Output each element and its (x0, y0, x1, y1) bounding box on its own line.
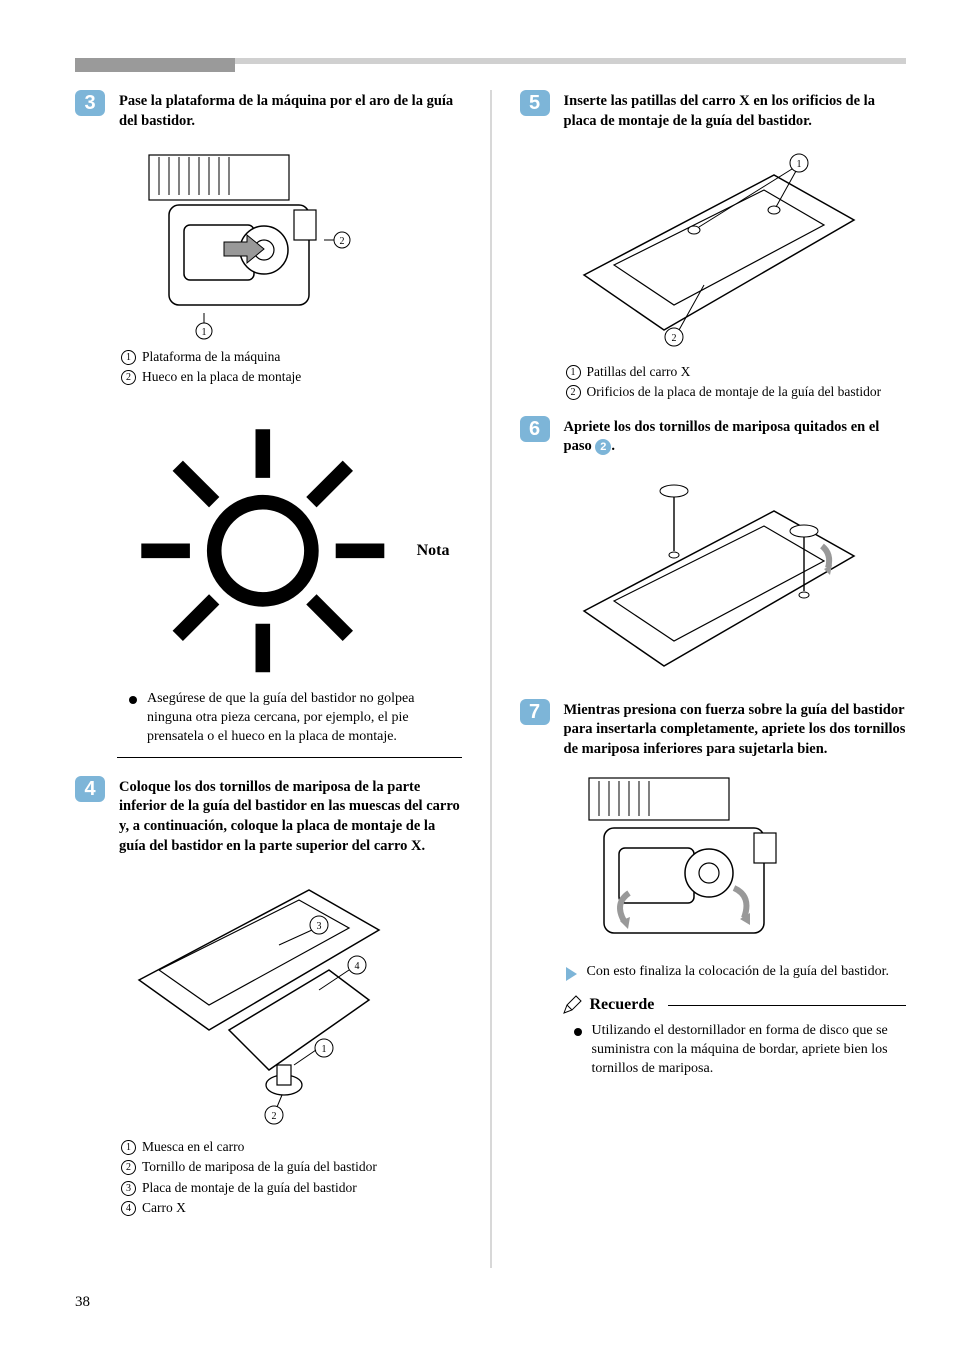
callout-num: 2 (121, 1160, 136, 1175)
callout-text: Carro X (142, 1199, 186, 1217)
bullet-icon (574, 1028, 582, 1036)
step7-result: Con esto finaliza la colocación de la gu… (566, 963, 907, 982)
callout-text: Orificios de la placa de montaje de la g… (587, 383, 882, 401)
step4-callouts: 1 Muesca en el carro 2 Tornillo de maripos… (121, 1138, 462, 1217)
triangle-icon (566, 967, 577, 981)
figure-step6 (574, 471, 864, 691)
remember-text: Utilizando el destornillador en forma de… (592, 1022, 907, 1079)
step-5: 5 Inserte las patillas del carro X en lo… (520, 90, 907, 131)
callout-text: Placa de montaje de la guía del bastidor (142, 1179, 357, 1197)
svg-text:2: 2 (671, 333, 676, 344)
callout-num: 2 (566, 385, 581, 400)
svg-text:2: 2 (272, 1111, 277, 1122)
svg-text:4: 4 (355, 961, 360, 972)
note-body: Asegúrese de que la guía del bastidor no… (117, 690, 462, 757)
note-title: Nota (417, 540, 450, 562)
step-7: 7 Mientras presiona con fuerza sobre la … (520, 699, 907, 760)
step-3: 3 Pase la plataforma de la máquina por e… (75, 90, 462, 131)
step-3-text: Pase la plataforma de la máquina por el … (119, 90, 462, 131)
figure-step7 (574, 773, 824, 953)
figure-step3: 2 1 (129, 145, 359, 340)
svg-text:3: 3 (317, 921, 322, 932)
callout-num: 3 (121, 1181, 136, 1196)
step-4-text: Coloque los dos tornillos de mariposa de… (119, 776, 462, 856)
step-number-3: 3 (75, 90, 105, 116)
svg-text:1: 1 (202, 327, 207, 338)
callout-text: Plataforma de la máquina (142, 348, 280, 366)
step-5-text: Inserte las patillas del carro X en los … (564, 90, 907, 131)
bullet-icon (129, 696, 137, 704)
callout-text: Tornillo de mariposa de la guía del bast… (142, 1158, 377, 1176)
note-box: Nota Asegúrese de que la guía del bastid… (117, 405, 462, 758)
left-column: 3 Pase la plataforma de la máquina por e… (75, 90, 462, 1268)
column-divider (490, 90, 492, 1268)
callout-text: Hueco en la placa de montaje (142, 368, 301, 386)
svg-text:2: 2 (340, 236, 345, 247)
callout-text: Patillas del carro X (587, 363, 691, 381)
remember-box: Recuerde Utilizando el destornillador en… (562, 994, 907, 1078)
svg-text:1: 1 (796, 159, 801, 170)
figure-step5: 1 2 (574, 145, 864, 355)
pencil-icon (562, 995, 582, 1015)
remember-rule (668, 1005, 906, 1006)
callout-num: 1 (121, 1140, 136, 1155)
note-text: Asegúrese de que la guía del bastidor no… (147, 690, 458, 747)
step-number-6: 6 (520, 416, 550, 442)
remember-title: Recuerde (590, 994, 655, 1016)
step-4: 4 Coloque los dos tornillos de mariposa … (75, 776, 462, 856)
step6-text-after: . (611, 438, 615, 454)
note-icon (117, 405, 409, 697)
callout-num: 4 (121, 1201, 136, 1216)
header-bar-dark (75, 58, 235, 72)
step5-callouts: 1 Patillas del carro X 2 Orificios de la p… (566, 363, 907, 401)
step-number-7: 7 (520, 699, 550, 725)
step-number-4: 4 (75, 776, 105, 802)
step-number-5: 5 (520, 90, 550, 116)
content-columns: 3 Pase la plataforma de la máquina por e… (75, 90, 906, 1268)
step-7-text: Mientras presiona con fuerza sobre la gu… (564, 699, 907, 760)
step-6-text: Apriete los dos tornillos de mariposa qu… (564, 416, 907, 457)
result-text: Con esto finaliza la colocación de la gu… (587, 963, 889, 982)
remember-body: Utilizando el destornillador en forma de… (562, 1016, 907, 1079)
figure-step4: 3 4 1 2 (129, 870, 389, 1130)
callout-num: 1 (121, 350, 136, 365)
callout-num: 1 (566, 365, 581, 380)
svg-text:1: 1 (322, 1044, 327, 1055)
step-6: 6 Apriete los dos tornillos de mariposa … (520, 416, 907, 457)
step-ref-badge: 2 (595, 439, 611, 455)
callout-num: 2 (121, 370, 136, 385)
page-number: 38 (75, 1292, 90, 1312)
right-column: 5 Inserte las patillas del carro X en lo… (520, 90, 907, 1268)
callout-text: Muesca en el carro (142, 1138, 244, 1156)
step3-callouts: 1 Plataforma de la máquina 2 Hueco en la p… (121, 348, 462, 386)
